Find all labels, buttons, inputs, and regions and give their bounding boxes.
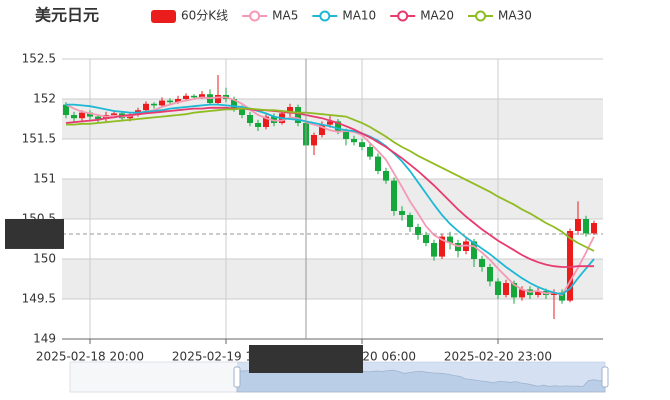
candle-body	[567, 231, 573, 301]
candle-body	[327, 121, 333, 125]
zoom-handle[interactable]	[601, 366, 609, 388]
candle-body	[471, 241, 477, 259]
candle-body	[343, 131, 349, 139]
candle-body	[79, 112, 85, 119]
tooltip-box	[249, 345, 363, 373]
candle-body	[535, 291, 541, 295]
legend-swatch[interactable]	[151, 10, 176, 23]
candle-body	[111, 113, 117, 115]
candle-body	[191, 95, 197, 98]
candle-body	[159, 100, 165, 106]
candle-body	[143, 103, 149, 111]
candle-body	[199, 94, 205, 98]
ma-line	[66, 103, 595, 296]
candle-body	[319, 124, 325, 135]
candle-body	[575, 219, 581, 231]
candle-body	[367, 147, 373, 157]
legend-label[interactable]: MA5	[272, 9, 298, 23]
candle-body	[431, 243, 437, 257]
candle-body	[407, 215, 413, 227]
candle-body	[399, 211, 405, 215]
pointer-box	[5, 218, 64, 249]
pointer-label: 150.313	[9, 226, 59, 240]
candle-body	[559, 292, 565, 301]
candle-body	[495, 281, 501, 295]
candle-body	[351, 139, 357, 143]
candle-body	[87, 112, 93, 117]
candle-body	[383, 171, 389, 181]
candle-body	[335, 121, 341, 131]
split-area	[62, 99, 603, 139]
candle-body	[287, 107, 293, 114]
candle-body	[255, 123, 261, 127]
candle-body	[375, 156, 381, 171]
candle-body	[591, 223, 597, 234]
candle-body	[231, 99, 237, 109]
candle-body	[447, 236, 453, 243]
legend-marker[interactable]	[475, 10, 487, 22]
candle-body	[583, 219, 589, 234]
candle-body	[487, 267, 493, 282]
candle-body	[247, 115, 253, 123]
candle-body	[263, 116, 269, 127]
candle-body	[175, 99, 181, 103]
candle-body	[439, 236, 445, 257]
legend-label[interactable]: 60分K线	[181, 9, 228, 23]
legend-marker[interactable]	[319, 10, 331, 22]
candle-body	[311, 135, 317, 146]
zoom-handle[interactable]	[233, 366, 241, 388]
candle-body	[479, 259, 485, 267]
candle-body	[183, 95, 189, 99]
y-tick-label: 149.5	[22, 292, 56, 306]
ma-line	[66, 107, 595, 252]
y-tick-label: 151.5	[22, 132, 56, 146]
candle-body	[359, 142, 365, 147]
ma-line	[65, 106, 594, 268]
candle-body	[63, 104, 69, 115]
candle-body	[511, 283, 517, 298]
legend-label[interactable]: MA20	[420, 9, 454, 23]
candle-body	[503, 283, 509, 295]
candle-body	[551, 292, 557, 295]
candle-body	[295, 107, 301, 123]
y-tick-label: 152.5	[22, 52, 56, 66]
legend-label[interactable]: MA10	[342, 9, 376, 23]
tooltip-label: 2025-02-19 23:00	[252, 352, 360, 366]
candle-body	[239, 108, 245, 115]
candle-body	[415, 227, 421, 235]
candle-body	[71, 115, 77, 119]
legend-label[interactable]: MA30	[498, 9, 532, 23]
candle-body	[167, 100, 173, 103]
x-tick-label: 2025-02-18 20:00	[36, 350, 144, 364]
split-area	[62, 179, 603, 219]
y-tick-label: 151	[33, 172, 56, 186]
candle-body	[215, 95, 221, 103]
candle-body	[151, 103, 157, 106]
candle-body	[423, 235, 429, 243]
x-tick-label: 2025-02-20 23:00	[444, 350, 552, 364]
legend-marker[interactable]	[397, 10, 409, 22]
legend-marker[interactable]	[249, 10, 261, 22]
candle-body	[519, 289, 525, 298]
y-tick-label: 149	[33, 332, 56, 346]
y-tick-label: 150	[33, 252, 56, 266]
candle-body	[391, 180, 397, 211]
y-tick-label: 152	[33, 92, 56, 106]
chart-title: 美元日元	[35, 6, 99, 25]
candle-body	[95, 116, 101, 119]
